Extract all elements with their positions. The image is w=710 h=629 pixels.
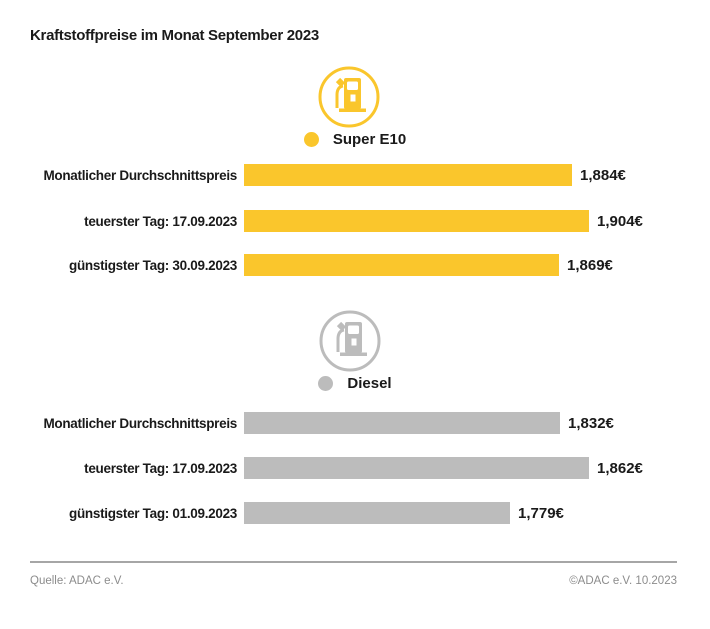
bar-row: Monatlicher Durchschnittspreis 1,832€ bbox=[30, 412, 614, 434]
chart-title: Kraftstoffpreise im Monat September 2023 bbox=[30, 27, 319, 44]
bar-value: 1,904€ bbox=[597, 212, 643, 230]
legend-label: Diesel bbox=[347, 375, 392, 392]
legend-label: Super E10 bbox=[332, 131, 407, 148]
bar-row: Monatlicher Durchschnittspreis 1,884€ bbox=[30, 164, 626, 186]
bar-value: 1,779€ bbox=[518, 504, 564, 522]
bar-label: teuerster Tag: 17.09.2023 bbox=[84, 460, 237, 476]
legend-dot bbox=[303, 132, 319, 147]
source-text: Quelle: ADAC e.V. bbox=[30, 575, 124, 587]
bar-value: 1,832€ bbox=[568, 414, 614, 432]
bar-label: Monatlicher Durchschnittspreis bbox=[43, 415, 237, 431]
bar bbox=[244, 254, 559, 276]
bar-value: 1,862€ bbox=[597, 459, 643, 477]
bar-row: teuerster Tag: 17.09.2023 1,862€ bbox=[30, 457, 643, 479]
copyright-text: ©ADAC e.V. 10.2023 bbox=[569, 575, 677, 587]
bar bbox=[244, 412, 560, 434]
bar bbox=[244, 502, 510, 524]
bar bbox=[244, 210, 589, 232]
bar-label: günstigster Tag: 01.09.2023 bbox=[69, 505, 237, 521]
bar bbox=[244, 457, 589, 479]
bar-label: Monatlicher Durchschnittspreis bbox=[43, 167, 237, 183]
bar-value: 1,884€ bbox=[580, 166, 626, 184]
fuel-pump-icon bbox=[318, 309, 382, 373]
bar-label: günstigster Tag: 30.09.2023 bbox=[69, 257, 237, 273]
bar-row: günstigster Tag: 30.09.2023 1,869€ bbox=[30, 254, 613, 276]
bar-label: teuerster Tag: 17.09.2023 bbox=[84, 213, 237, 229]
bar-row: günstigster Tag: 01.09.2023 1,779€ bbox=[30, 502, 564, 524]
fuel-pump-icon bbox=[317, 65, 381, 129]
footer-divider bbox=[30, 561, 677, 563]
footer: Quelle: ADAC e.V. ©ADAC e.V. 10.2023 bbox=[30, 575, 677, 587]
legend-super-e10: Super E10 bbox=[0, 131, 710, 148]
legend-diesel: Diesel bbox=[0, 375, 710, 392]
bar-value: 1,869€ bbox=[567, 256, 613, 274]
bar-row: teuerster Tag: 17.09.2023 1,904€ bbox=[30, 210, 643, 232]
legend-dot bbox=[318, 376, 334, 391]
bar bbox=[244, 164, 572, 186]
